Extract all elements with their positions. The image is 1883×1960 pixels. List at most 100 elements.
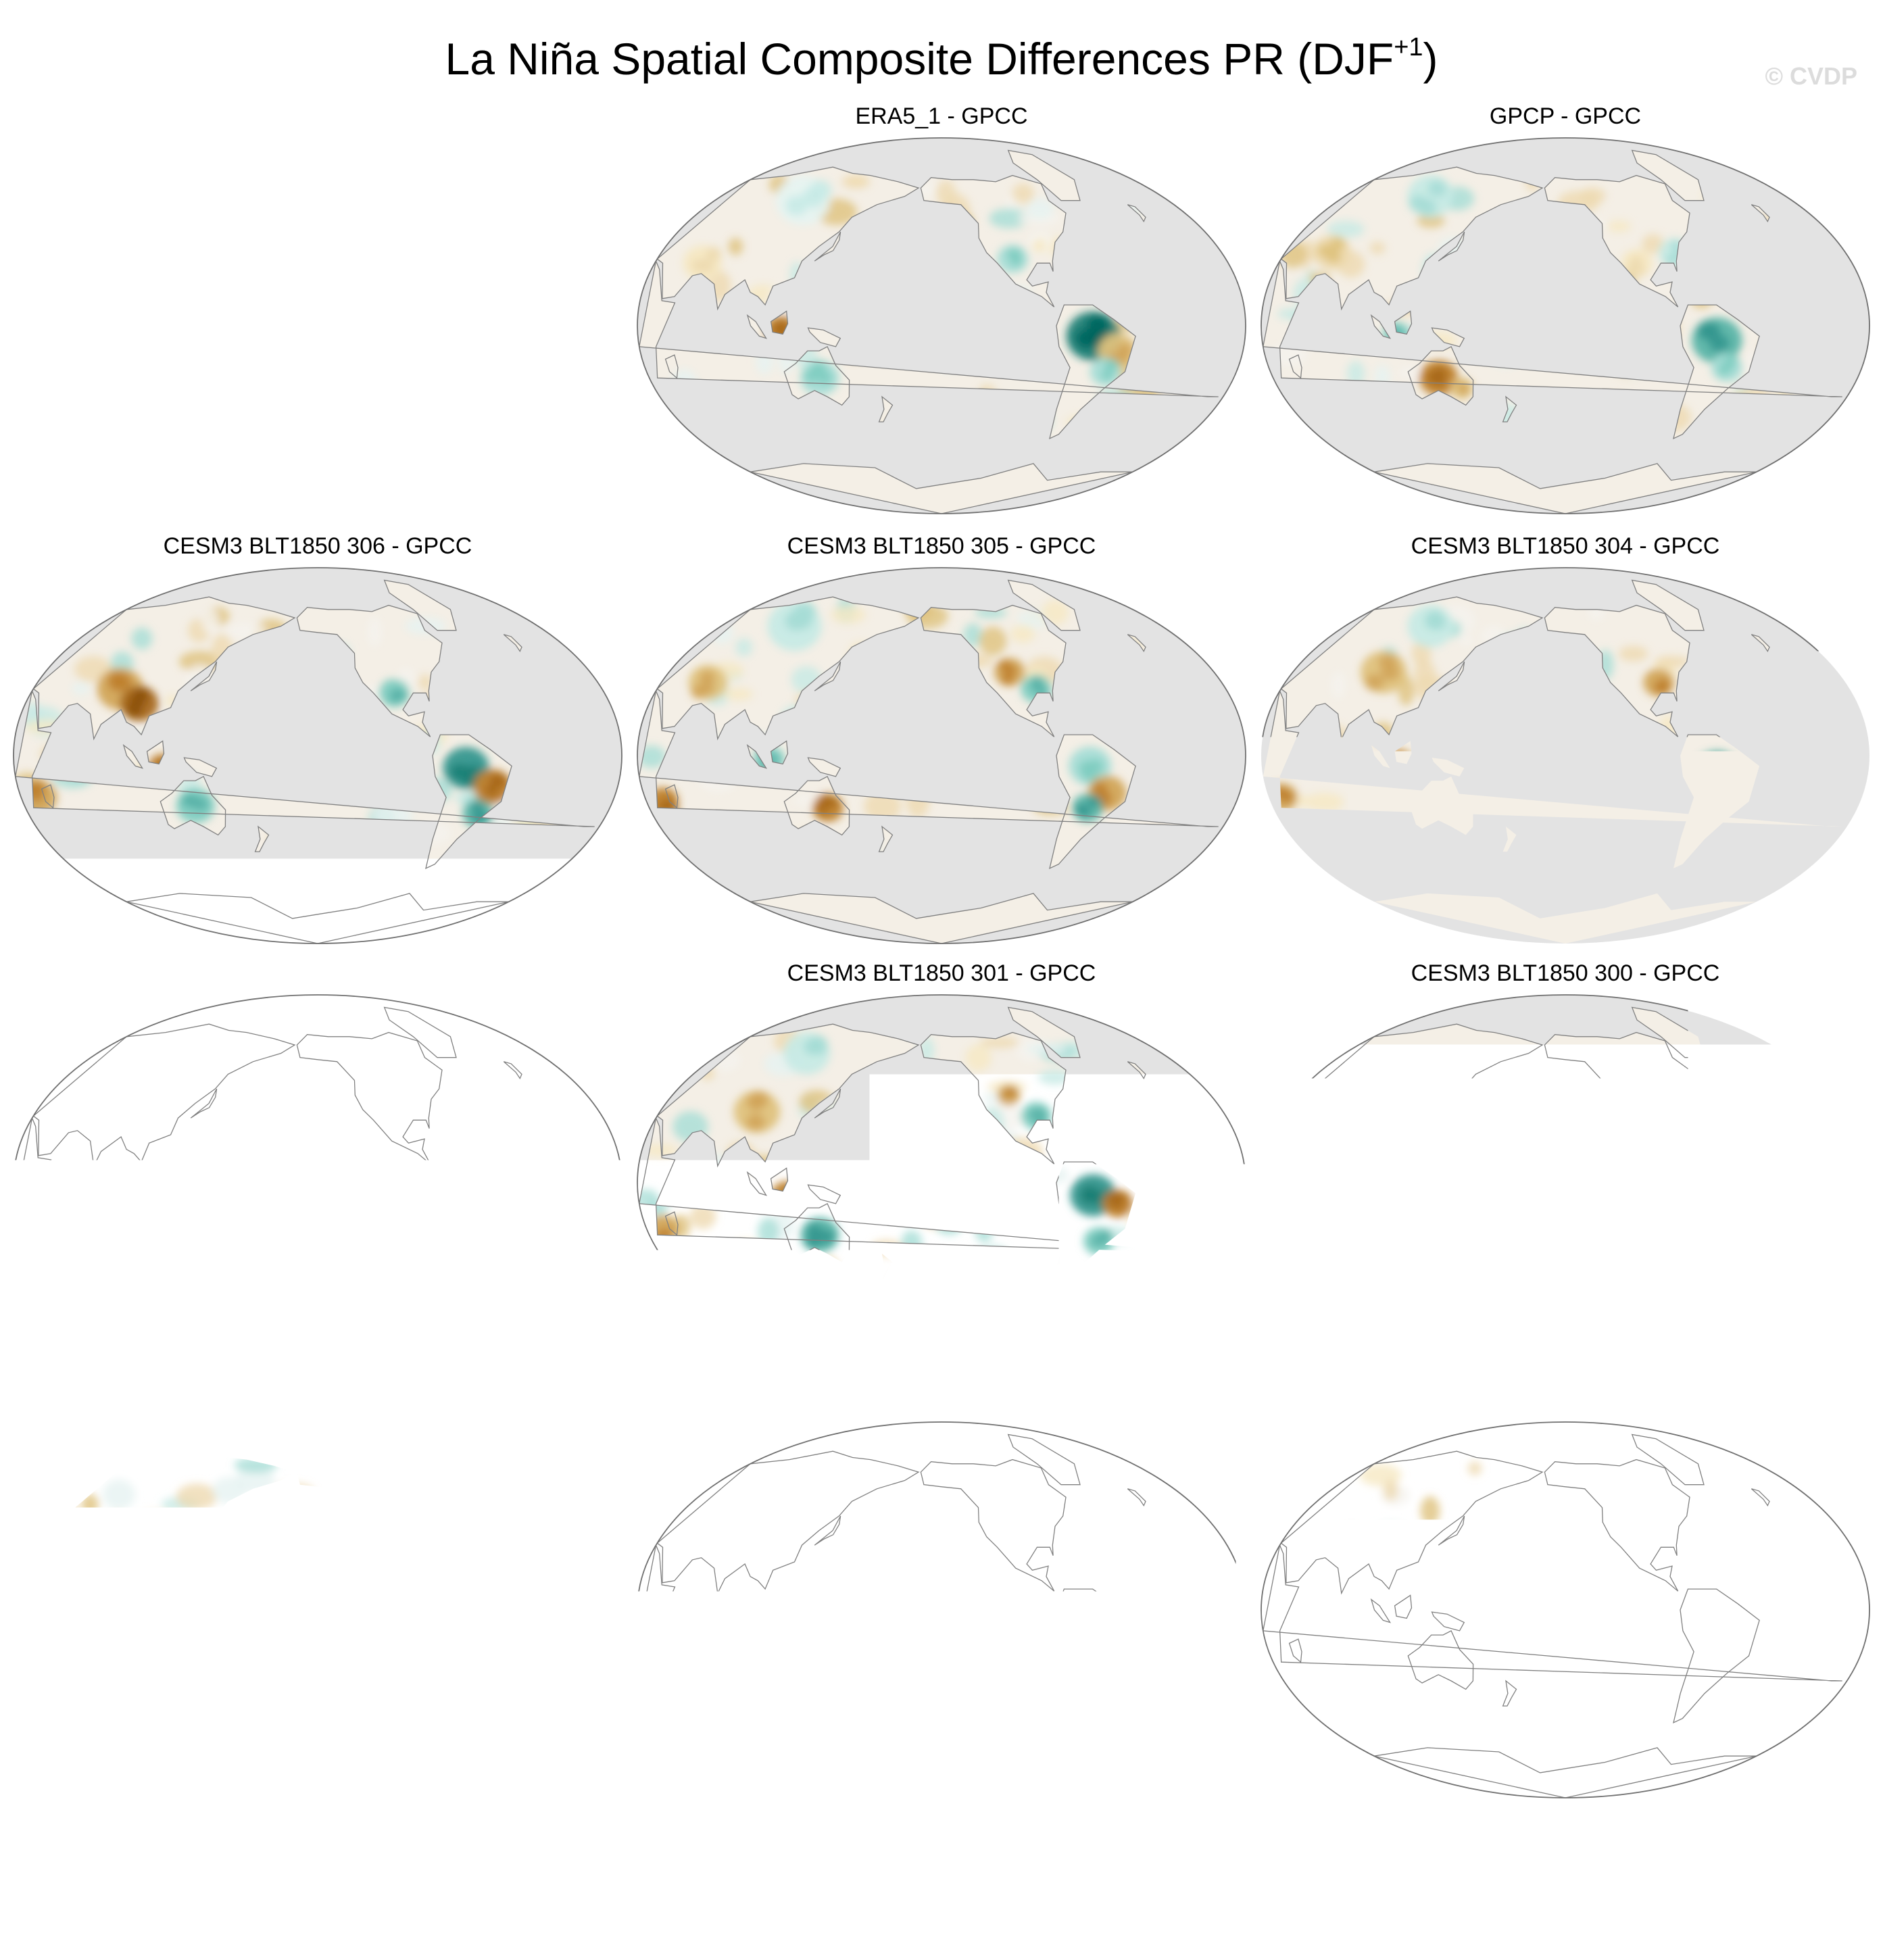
anomaly-core bbox=[1087, 315, 1109, 335]
weak-anomaly bbox=[171, 1045, 203, 1063]
colorbar-box bbox=[614, 1798, 680, 1857]
colorbar-tick-label: .5 bbox=[1095, 1861, 1176, 1896]
colorbar-box bbox=[679, 1798, 745, 1857]
anomaly-core bbox=[1370, 1535, 1389, 1552]
anomaly-core bbox=[1004, 665, 1017, 677]
anomaly-core bbox=[197, 1238, 215, 1253]
world-map bbox=[629, 988, 1254, 1377]
anomaly-core bbox=[1657, 679, 1670, 690]
panel-title: CESM3 BLT1850 271 - GPCC bbox=[1253, 1386, 1878, 1415]
weak-anomaly bbox=[806, 1473, 821, 1486]
colorbar-box bbox=[745, 1798, 810, 1857]
colorbar-tick-label: -1 bbox=[572, 1861, 654, 1896]
anomaly-core bbox=[1707, 759, 1726, 776]
colorbar-box bbox=[810, 1798, 875, 1857]
anomaly-core bbox=[396, 1098, 409, 1110]
weak-anomaly bbox=[1427, 1031, 1459, 1047]
anomaly-core bbox=[450, 764, 469, 781]
world-map bbox=[629, 561, 1254, 950]
anomaly-core bbox=[1459, 382, 1468, 390]
anomaly-core bbox=[1665, 1101, 1678, 1112]
map-panel-306: CESM3 BLT1850 306 - GPCC bbox=[5, 531, 630, 950]
panel-title: CESM3 BLT1850 297 - GPCC bbox=[629, 1386, 1254, 1415]
map-panel-301: CESM3 BLT1850 301 - GPCC bbox=[629, 958, 1254, 1377]
anomaly-core bbox=[1434, 1229, 1449, 1244]
anomaly-core bbox=[1718, 1657, 1731, 1669]
anomaly-core bbox=[389, 692, 402, 704]
anomaly-core bbox=[451, 1621, 470, 1638]
anomaly-core bbox=[785, 611, 807, 631]
anomaly-core bbox=[132, 1520, 151, 1537]
colorbar-tick-label: -3 bbox=[442, 1861, 523, 1896]
anomaly-core bbox=[470, 800, 483, 812]
weak-anomaly bbox=[979, 627, 1007, 656]
anomaly-core bbox=[1365, 674, 1384, 691]
weak-anomaly bbox=[260, 1037, 275, 1050]
colorbar-tick-label: 5 bbox=[1486, 1861, 1567, 1896]
anomaly-core bbox=[1432, 367, 1447, 381]
panel-title: CESM3 BLT1850 298 - GPCC bbox=[5, 1386, 630, 1415]
weak-anomaly bbox=[1459, 635, 1475, 647]
weak-anomaly bbox=[131, 628, 152, 650]
panel-title: CESM3 BLT1850 304 - GPCC bbox=[1253, 531, 1878, 561]
anomaly-core bbox=[1075, 804, 1088, 816]
panel-title: CESM3 BLT1850 301 - GPCC bbox=[629, 958, 1254, 988]
anomaly-core bbox=[750, 1092, 768, 1108]
anomaly-core bbox=[1100, 1230, 1112, 1242]
colorbar-tick-label: 2 bbox=[1291, 1861, 1372, 1896]
anomaly-core bbox=[1740, 1635, 1753, 1646]
anomaly-core bbox=[1083, 1663, 1094, 1673]
anomaly-core bbox=[1379, 654, 1398, 670]
weak-anomaly bbox=[724, 688, 753, 701]
anomaly-core bbox=[1080, 1187, 1099, 1204]
colorbar-tick-label: -2 bbox=[507, 1861, 588, 1896]
anomaly-core bbox=[484, 783, 499, 798]
weak-anomaly bbox=[983, 1093, 1000, 1104]
panel-title: CESM3 BLT1850 302 - GPCC bbox=[5, 958, 630, 988]
anomaly-core bbox=[1006, 1088, 1016, 1096]
weak-anomaly bbox=[1405, 1075, 1433, 1103]
anomaly-core bbox=[399, 1540, 412, 1551]
anomaly-core bbox=[699, 681, 714, 695]
anomaly-core bbox=[746, 1114, 765, 1131]
anomaly-core bbox=[489, 1627, 503, 1640]
anomaly-core bbox=[1731, 1217, 1744, 1229]
colorbar-box bbox=[1331, 1798, 1397, 1857]
anomaly-core bbox=[1101, 370, 1114, 381]
title-closing: ) bbox=[1423, 34, 1438, 84]
colorbar-box bbox=[1397, 1798, 1463, 1857]
weak-anomaly bbox=[1482, 802, 1524, 813]
weak-anomaly bbox=[1012, 183, 1034, 204]
anomaly-core bbox=[804, 1038, 823, 1055]
colorbar-tick-label: 0 bbox=[899, 1861, 980, 1896]
anomaly-core bbox=[481, 1208, 495, 1221]
weak-anomaly bbox=[980, 1037, 1019, 1048]
weak-anomaly bbox=[992, 1481, 1006, 1494]
weak-anomaly bbox=[1010, 625, 1035, 643]
weak-anomaly bbox=[1468, 1461, 1482, 1475]
anomaly-core bbox=[1325, 249, 1341, 264]
anomaly-core bbox=[1106, 1193, 1119, 1204]
anomaly-core bbox=[1087, 796, 1100, 808]
colorbar-box bbox=[353, 1798, 419, 1857]
weak-anomaly bbox=[308, 1042, 328, 1056]
anomaly-core bbox=[1092, 783, 1108, 797]
colorbar-box bbox=[484, 1798, 549, 1857]
world-map bbox=[1253, 131, 1878, 520]
anomaly-core bbox=[1033, 1532, 1046, 1543]
weak-anomaly bbox=[103, 1479, 135, 1509]
map-panel-305: CESM3 BLT1850 305 - GPCC bbox=[629, 531, 1254, 950]
weak-anomaly bbox=[1313, 1112, 1351, 1126]
weak-anomaly bbox=[1683, 1467, 1702, 1486]
anomaly-core bbox=[1709, 1189, 1728, 1206]
colorbar-box bbox=[1071, 1798, 1136, 1857]
anomaly-core bbox=[1633, 1103, 1644, 1113]
anomaly-core bbox=[1427, 799, 1443, 813]
anomaly-core bbox=[1104, 360, 1117, 371]
weak-anomaly bbox=[735, 638, 752, 656]
anomaly-core bbox=[1081, 766, 1098, 781]
title-superscript: +1 bbox=[1394, 33, 1423, 62]
world-map bbox=[629, 131, 1254, 520]
anomaly-core bbox=[1435, 1657, 1450, 1671]
weak-anomaly bbox=[176, 1484, 218, 1509]
